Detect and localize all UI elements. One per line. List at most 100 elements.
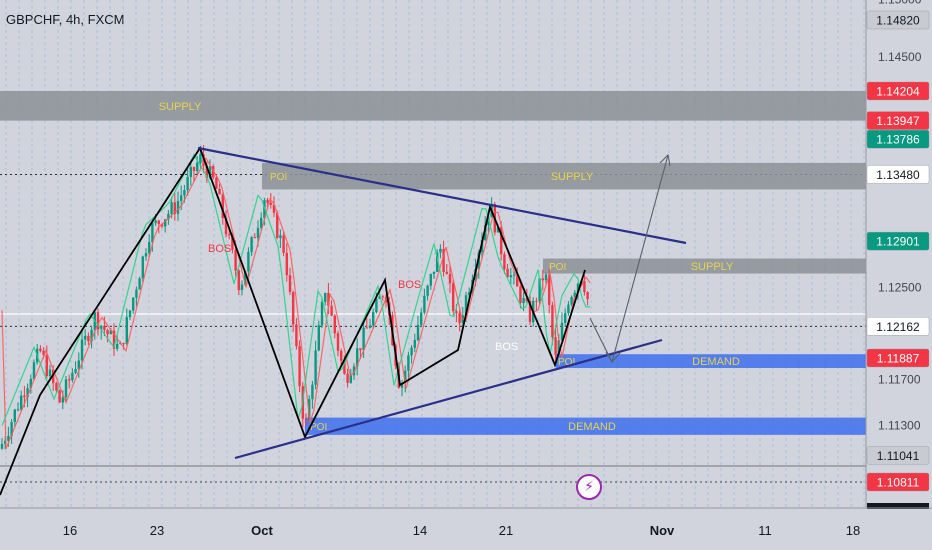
candle-body	[58, 390, 61, 403]
candle-body	[541, 278, 544, 281]
candle-body	[256, 227, 260, 238]
candle-body	[439, 248, 442, 253]
candle-body	[298, 346, 301, 387]
candle-body	[496, 227, 500, 233]
time-tick: 16	[63, 523, 77, 538]
price-tick: 1.12500	[878, 280, 922, 294]
candle-body	[266, 200, 269, 203]
candle-body	[458, 313, 461, 324]
candle-body	[522, 298, 525, 304]
candle-body	[272, 204, 276, 213]
candle-body	[237, 270, 240, 291]
candle-body	[87, 335, 90, 342]
candle-body	[77, 360, 80, 369]
candle-body	[29, 379, 32, 389]
candle-body	[45, 355, 48, 377]
candle-body	[404, 370, 407, 384]
poi-label: POI	[270, 172, 287, 183]
candle-body	[253, 237, 256, 239]
candle-body	[196, 162, 199, 172]
price-label-badge	[866, 165, 930, 184]
candle-body	[228, 234, 231, 236]
time-axis[interactable]	[0, 509, 866, 550]
candle-body	[231, 235, 234, 250]
supply-zone-label: SUPPLY	[691, 261, 734, 273]
candle-body	[132, 297, 135, 311]
price-tick: 1.11300	[878, 419, 921, 433]
candle-body	[512, 274, 516, 276]
price-tick: 1.15000	[878, 0, 922, 6]
candle-body	[199, 154, 202, 163]
arrow-head-icon	[659, 153, 671, 167]
lightning-icon[interactable]: ⚡	[576, 474, 602, 500]
price-label-text: 1.14204	[876, 84, 920, 98]
supply-zone-label: SUPPLY	[159, 101, 202, 113]
candle-body	[160, 224, 164, 227]
candle-body	[26, 388, 29, 398]
candle-body	[468, 292, 471, 296]
candle-body	[141, 256, 144, 279]
candle-body	[4, 440, 7, 444]
candle-body	[42, 350, 45, 356]
candle-body	[576, 283, 580, 293]
candle-body	[276, 212, 279, 238]
candle-body	[48, 369, 52, 377]
candle-body	[346, 373, 349, 383]
candle-body	[103, 325, 106, 330]
candle-body	[538, 278, 541, 302]
candle-body	[106, 329, 109, 335]
candle-body	[308, 399, 311, 420]
candle-body	[176, 200, 180, 214]
candle-body	[292, 292, 295, 325]
price-label-badge	[866, 446, 930, 465]
swing-zigzag-line[interactable]	[0, 145, 586, 496]
price-label-text: 1.14820	[876, 14, 920, 28]
candle-body	[564, 313, 567, 323]
candle-body	[372, 312, 375, 326]
candle-body	[0, 443, 4, 449]
price-tick: 1.14500	[878, 50, 922, 64]
candle-body	[464, 295, 468, 316]
upper-trendline[interactable]	[197, 146, 687, 245]
poi-label: POI	[558, 357, 575, 368]
demand-zone-label: DEMAND	[568, 421, 616, 433]
candle-body	[509, 275, 512, 278]
candle-body	[7, 435, 10, 441]
candle-body	[368, 325, 372, 329]
price-label-badge	[866, 348, 930, 368]
candle-body	[10, 421, 13, 436]
candle-body	[13, 409, 16, 422]
demand-zone	[556, 354, 866, 369]
price-label-badge	[866, 111, 930, 130]
candle-body	[80, 339, 84, 361]
candle-body	[352, 366, 356, 376]
price-scale-marker	[867, 503, 929, 509]
candle-body	[135, 289, 138, 298]
price-label-text: 1.11887	[877, 352, 920, 366]
candle-body	[330, 305, 333, 316]
bos-label: BOS	[398, 279, 421, 291]
candle-body	[167, 213, 170, 220]
candle-body	[90, 329, 93, 342]
candle-body	[282, 235, 285, 253]
time-tick: 14	[413, 523, 427, 538]
demand-zone	[305, 417, 866, 435]
candle-body	[311, 384, 314, 400]
candle-body	[336, 333, 340, 351]
price-label-badge	[866, 317, 930, 336]
candle-body	[205, 165, 208, 179]
candle-body	[170, 202, 173, 214]
candle-body	[525, 298, 528, 301]
symbol-label: GBPCHF, 4h, FXCM	[6, 12, 125, 27]
candle-body	[573, 292, 576, 298]
candle-body	[317, 325, 320, 351]
candle-body	[192, 167, 196, 172]
candle-body	[448, 273, 452, 284]
candle-body	[375, 298, 378, 313]
lower-trendline[interactable]	[234, 338, 663, 460]
candle-body	[340, 350, 343, 361]
candle-body	[314, 350, 317, 385]
candle-body	[410, 347, 413, 356]
time-tick: 18	[846, 523, 860, 538]
